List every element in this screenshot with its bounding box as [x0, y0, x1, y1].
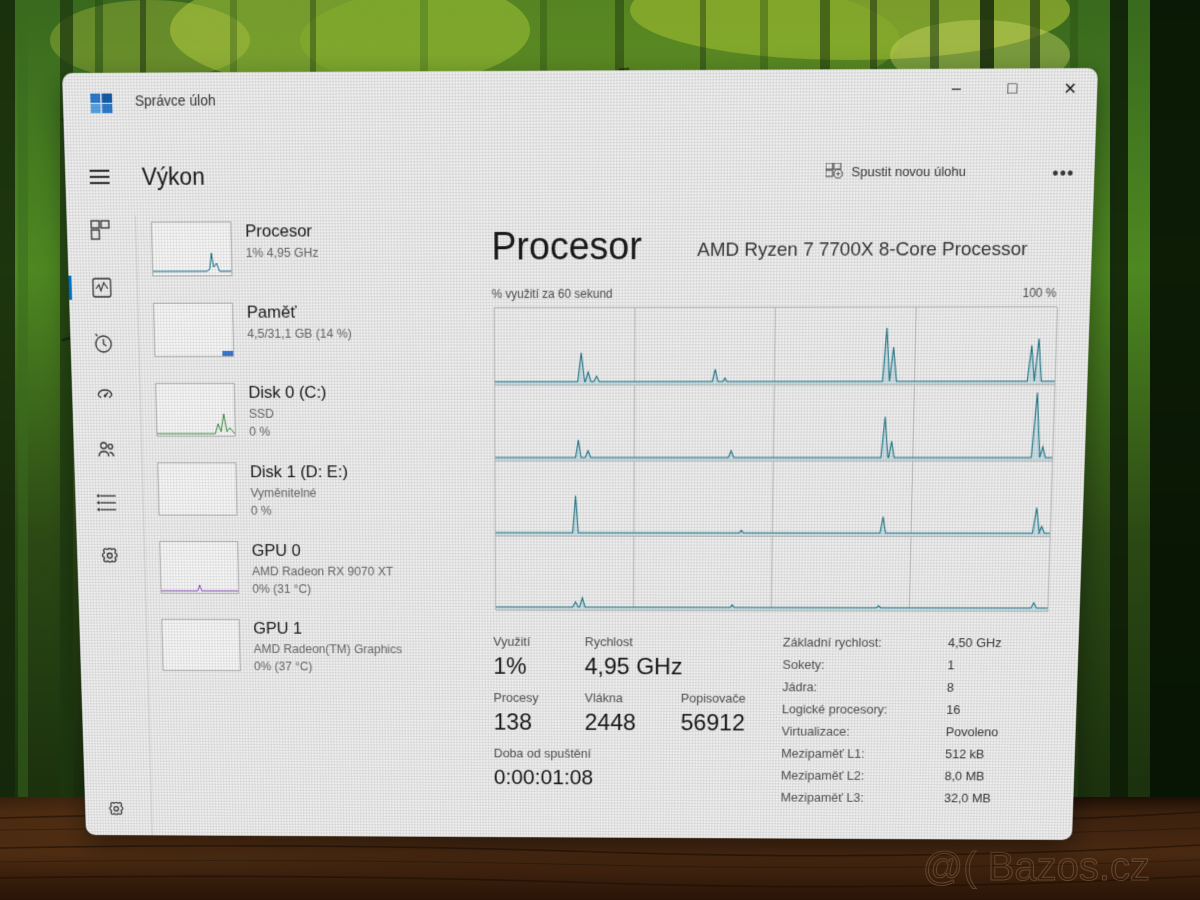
svg-text:@( Bazos.cz: @( Bazos.cz	[923, 845, 1150, 889]
